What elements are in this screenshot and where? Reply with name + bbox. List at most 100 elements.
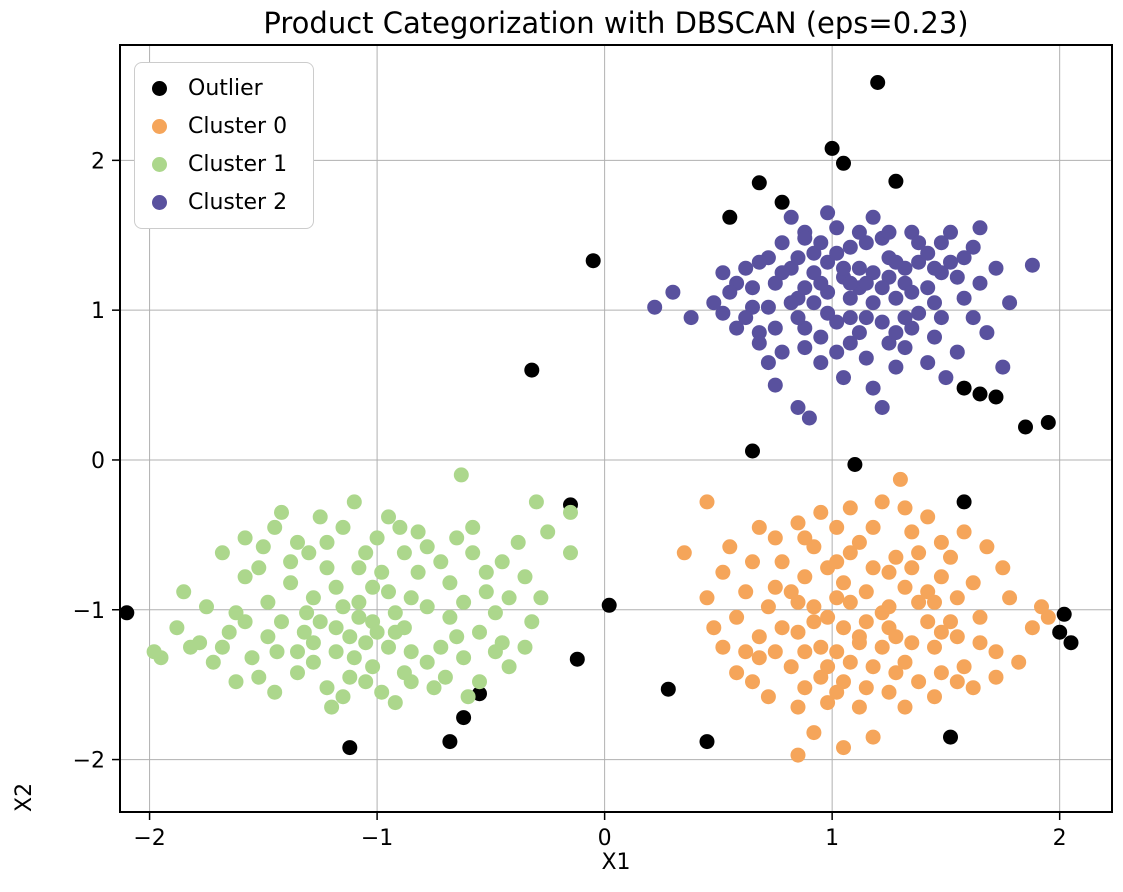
scatter-point-cluster-1: [176, 584, 192, 600]
scatter-point-cluster-0: [790, 747, 806, 763]
scatter-point-cluster-1: [296, 624, 312, 640]
scatter-point-cluster-2: [760, 299, 776, 315]
scatter-point-cluster-0: [836, 575, 851, 591]
scatter-point-cluster-0: [920, 614, 936, 630]
scatter-point-cluster-1: [374, 684, 390, 700]
scatter-point-cluster-2: [874, 280, 890, 296]
scatter-point-cluster-2: [897, 310, 913, 326]
scatter-point-cluster-0: [767, 579, 783, 595]
scatter-point-cluster-0: [933, 534, 949, 550]
x-axis-label: X1: [601, 850, 631, 875]
scatter-point-cluster-1: [335, 689, 351, 705]
scatter-point-cluster-2: [927, 295, 942, 311]
scatter-point-cluster-0: [888, 665, 904, 681]
scatter-point-cluster-2: [820, 205, 836, 221]
scatter-point-cluster-1: [453, 467, 469, 483]
scatter-point-cluster-2: [783, 295, 799, 311]
legend-item-cluster-1: Cluster 1: [152, 152, 287, 177]
scatter-point-cluster-1: [442, 575, 458, 591]
scatter-point-outlier: [569, 651, 585, 667]
scatter-point-cluster-1: [419, 599, 435, 615]
y-tick-label: −2: [73, 749, 105, 774]
scatter-point-cluster-0: [699, 590, 715, 606]
scatter-point-cluster-0: [751, 650, 767, 666]
y-tick-label: 1: [91, 299, 105, 324]
scatter-point-cluster-0: [995, 560, 1011, 576]
scatter-point-cluster-0: [949, 629, 965, 645]
scatter-point-cluster-1: [387, 605, 403, 621]
scatter-point-cluster-2: [851, 260, 867, 276]
scatter-point-cluster-2: [888, 254, 904, 270]
scatter-point-outlier: [870, 75, 886, 90]
scatter-point-cluster-2: [858, 275, 874, 291]
scatter-point-cluster-0: [904, 560, 920, 576]
scatter-point-cluster-2: [836, 260, 851, 276]
scatter-point-cluster-0: [806, 599, 822, 615]
scatter-point-cluster-2: [911, 235, 927, 251]
scatter-point-cluster-2: [760, 355, 776, 371]
scatter-point-cluster-2: [911, 305, 927, 321]
scatter-point-cluster-0: [933, 665, 949, 681]
scatter-point-cluster-1: [387, 624, 403, 640]
scatter-point-cluster-0: [874, 639, 890, 655]
scatter-point-outlier: [601, 597, 617, 613]
scatter-point-cluster-0: [943, 614, 958, 630]
scatter-point-cluster-0: [797, 644, 813, 660]
scatter-point-cluster-2: [988, 260, 1004, 276]
scatter-point-cluster-2: [858, 350, 874, 366]
scatter-point-cluster-2: [874, 400, 890, 415]
scatter-point-cluster-1: [449, 629, 465, 645]
scatter-point-cluster-1: [501, 659, 517, 675]
scatter-point-outlier: [342, 740, 358, 756]
scatter-point-cluster-1: [335, 519, 351, 535]
scatter-point-cluster-0: [956, 659, 972, 675]
scatter-point-cluster-2: [851, 325, 867, 341]
scatter-point-cluster-0: [836, 620, 851, 636]
scatter-point-cluster-0: [842, 594, 858, 610]
scatter-point-cluster-2: [865, 209, 881, 225]
legend-item-cluster-2: Cluster 2: [152, 190, 287, 215]
legend-marker-icon: [152, 157, 167, 172]
scatter-point-cluster-1: [381, 639, 396, 655]
scatter-point-cluster-0: [783, 584, 799, 600]
scatter-point-cluster-2: [751, 254, 767, 270]
scatter-point-cluster-1: [346, 494, 362, 510]
x-tick-label: 1: [825, 826, 839, 851]
scatter-point-cluster-0: [904, 524, 920, 540]
scatter-point-cluster-0: [813, 504, 829, 520]
scatter-point-cluster-0: [806, 725, 822, 741]
scatter-point-outlier: [456, 710, 472, 726]
scatter-point-outlier: [956, 494, 972, 510]
scatter-point-outlier: [824, 140, 840, 156]
scatter-point-outlier: [956, 380, 972, 396]
scatter-point-cluster-1: [487, 605, 503, 621]
scatter-point-outlier: [1056, 606, 1072, 622]
scatter-point-cluster-0: [965, 575, 981, 591]
scatter-point-cluster-2: [943, 254, 958, 270]
series-cluster-0: [676, 471, 1056, 763]
scatter-point-cluster-0: [790, 624, 806, 640]
scatter-point-cluster-0: [943, 549, 958, 565]
scatter-point-cluster-2: [949, 269, 965, 285]
scatter-point-cluster-0: [729, 609, 745, 625]
scatter-point-cluster-1: [403, 644, 419, 660]
scatter-point-cluster-0: [865, 729, 881, 745]
scatter-point-cluster-0: [699, 494, 715, 510]
scatter-point-cluster-1: [305, 590, 321, 606]
series-cluster-2: [647, 205, 1040, 426]
scatter-point-cluster-1: [237, 569, 253, 585]
legend-item-outlier: Outlier: [152, 76, 287, 101]
scatter-point-cluster-1: [433, 554, 449, 570]
scatter-point-cluster-2: [829, 344, 845, 360]
scatter-point-cluster-1: [274, 614, 289, 630]
scatter-point-cluster-0: [972, 609, 988, 625]
scatter-point-cluster-0: [738, 644, 754, 660]
scatter-point-cluster-2: [797, 230, 813, 246]
y-tick-label: 2: [91, 149, 105, 174]
x-tick-label: −1: [361, 826, 393, 851]
scatter-point-cluster-0: [715, 564, 731, 580]
axes-frame: [119, 44, 1113, 813]
scatter-point-cluster-2: [774, 235, 790, 251]
scatter-point-cluster-1: [517, 639, 533, 655]
legend-marker-icon: [152, 119, 167, 134]
